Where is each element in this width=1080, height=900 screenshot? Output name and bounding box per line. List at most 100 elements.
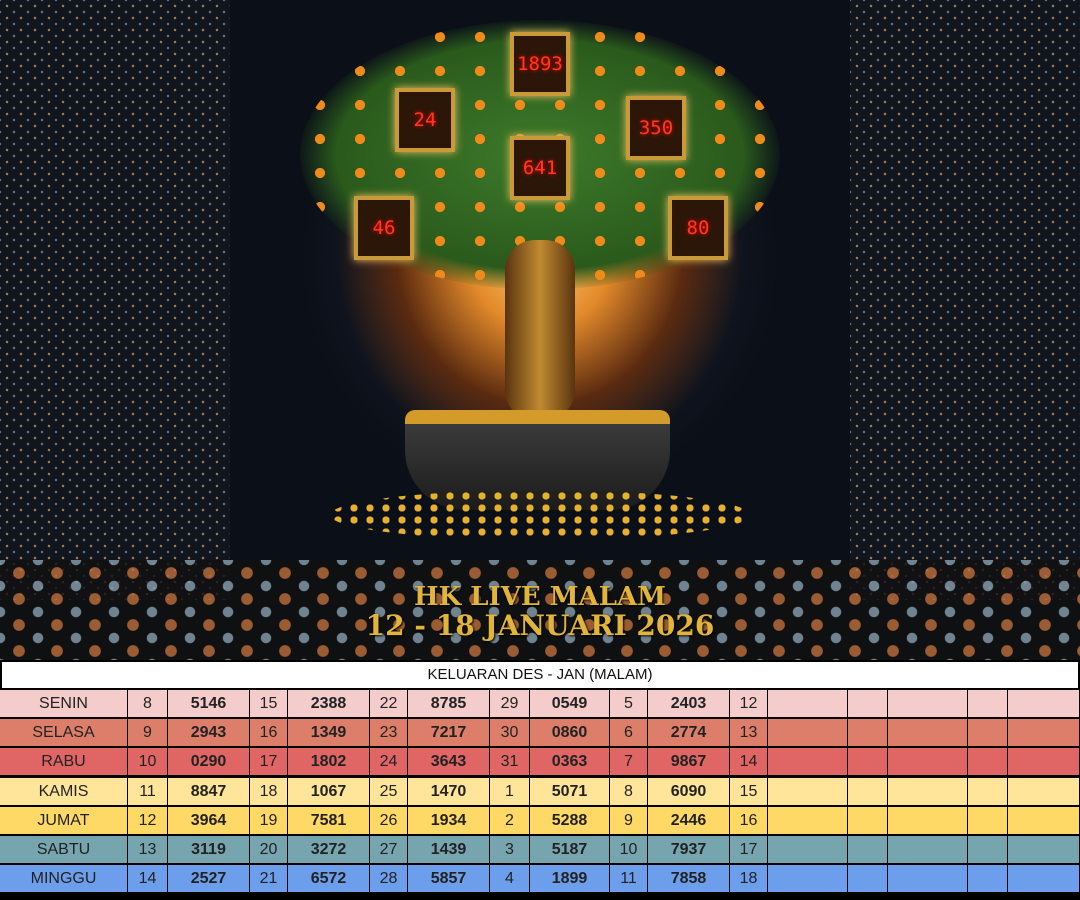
- date-cell: 15: [250, 690, 288, 717]
- day-label: SELASA: [0, 719, 128, 746]
- empty-cell: [768, 865, 848, 892]
- table-row: MINGGU 14 2527 21 6572 28 5857 4 1899 11 7858 18: [0, 865, 1080, 892]
- banner-image: 1893 24 350 641 46 80 HK LIVE MALAM 12 -…: [0, 0, 1080, 660]
- day-label: KAMIS: [0, 778, 128, 805]
- date-cell: 12: [128, 807, 168, 834]
- table-row: KAMIS 11 8847 18 1067 25 1470 1 5071 8 6090 15: [0, 778, 1080, 805]
- result-cell: 1349: [288, 719, 370, 746]
- date-cell: 26: [370, 807, 408, 834]
- banner-title: HK LIVE MALAM: [414, 582, 666, 612]
- result-cell: 1439: [408, 836, 490, 863]
- result-cell: 1802: [288, 748, 370, 775]
- date-cell: 23: [370, 719, 408, 746]
- date-cell: 22: [370, 690, 408, 717]
- empty-cell: [1008, 865, 1080, 892]
- number-frame: 350: [626, 96, 686, 160]
- empty-cell: [888, 865, 968, 892]
- date-cell: 16: [730, 807, 768, 834]
- empty-cell: [888, 690, 968, 717]
- table-row: SELASA 9 2943 16 1349 23 7217 30 0860 6 2774 13: [0, 719, 1080, 746]
- result-cell: 2774: [648, 719, 730, 746]
- result-cell: 2403: [648, 690, 730, 717]
- result-cell: 1067: [288, 778, 370, 805]
- date-cell: 9: [610, 807, 648, 834]
- empty-cell: [1008, 748, 1080, 775]
- day-label: RABU: [0, 748, 128, 775]
- result-cell: 8785: [408, 690, 490, 717]
- empty-cell: [768, 836, 848, 863]
- number-frame: 24: [395, 88, 455, 152]
- result-cell: 6090: [648, 778, 730, 805]
- result-cell: 0860: [530, 719, 610, 746]
- number-frame: 1893: [510, 32, 570, 96]
- empty-cell: [848, 719, 888, 746]
- result-cell: 5146: [168, 690, 250, 717]
- result-cell: 1899: [530, 865, 610, 892]
- empty-cell: [968, 836, 1008, 863]
- result-cell: 3643: [408, 748, 490, 775]
- result-cell: 0363: [530, 748, 610, 775]
- day-label: MINGGU: [0, 865, 128, 892]
- result-cell: 0549: [530, 690, 610, 717]
- date-cell: 19: [250, 807, 288, 834]
- empty-cell: [848, 836, 888, 863]
- empty-cell: [768, 807, 848, 834]
- empty-cell: [848, 748, 888, 775]
- result-cell: 6572: [288, 865, 370, 892]
- result-cell: 7581: [288, 807, 370, 834]
- day-label: JUMAT: [0, 807, 128, 834]
- date-cell: 6: [610, 719, 648, 746]
- date-cell: 11: [128, 778, 168, 805]
- empty-cell: [768, 748, 848, 775]
- date-cell: 25: [370, 778, 408, 805]
- table-header: KELUARAN DES - JAN (MALAM): [2, 662, 1078, 688]
- empty-cell: [888, 719, 968, 746]
- empty-cell: [848, 690, 888, 717]
- result-cell: 8847: [168, 778, 250, 805]
- table-row: SENIN 8 5146 15 2388 22 8785 29 0549 5 2403 12: [0, 690, 1080, 717]
- date-cell: 20: [250, 836, 288, 863]
- empty-cell: [768, 719, 848, 746]
- date-cell: 7: [610, 748, 648, 775]
- empty-cell: [888, 836, 968, 863]
- table-row: RABU 10 0290 17 1802 24 3643 31 0363 7 9867 14: [0, 748, 1080, 775]
- day-label: SABTU: [0, 836, 128, 863]
- date-cell: 28: [370, 865, 408, 892]
- table-row: JUMAT 12 3964 19 7581 26 1934 2 5288 9 2446 16: [0, 807, 1080, 834]
- empty-cell: [848, 865, 888, 892]
- result-cell: 1934: [408, 807, 490, 834]
- date-cell: 16: [250, 719, 288, 746]
- empty-cell: [1008, 778, 1080, 805]
- result-cell: 3272: [288, 836, 370, 863]
- date-cell: 12: [730, 690, 768, 717]
- day-label: SENIN: [0, 690, 128, 717]
- date-cell: 29: [490, 690, 530, 717]
- result-cell: 2446: [648, 807, 730, 834]
- date-cell: 1: [490, 778, 530, 805]
- result-cell: 2943: [168, 719, 250, 746]
- result-cell: 5187: [530, 836, 610, 863]
- date-cell: 4: [490, 865, 530, 892]
- date-cell: 24: [370, 748, 408, 775]
- result-cell: 2527: [168, 865, 250, 892]
- empty-cell: [968, 748, 1008, 775]
- tree-trunk: [505, 240, 575, 420]
- date-cell: 17: [250, 748, 288, 775]
- date-cell: 30: [490, 719, 530, 746]
- gold-coins: [330, 490, 750, 540]
- empty-cell: [968, 807, 1008, 834]
- left-wall-decoration: [0, 0, 230, 600]
- empty-cell: [888, 748, 968, 775]
- empty-cell: [1008, 807, 1080, 834]
- empty-cell: [1008, 690, 1080, 717]
- result-cell: 1470: [408, 778, 490, 805]
- date-cell: 18: [730, 865, 768, 892]
- date-cell: 10: [610, 836, 648, 863]
- empty-cell: [968, 690, 1008, 717]
- table-row: SABTU 13 3119 20 3272 27 1439 3 5187 10 7937 17: [0, 836, 1080, 863]
- date-cell: 27: [370, 836, 408, 863]
- result-cell: 7937: [648, 836, 730, 863]
- floor-gems-decoration: [0, 560, 1080, 660]
- banner-date-range: 12 - 18 JANUARI 2026: [365, 609, 715, 642]
- right-wall-decoration: [850, 0, 1080, 600]
